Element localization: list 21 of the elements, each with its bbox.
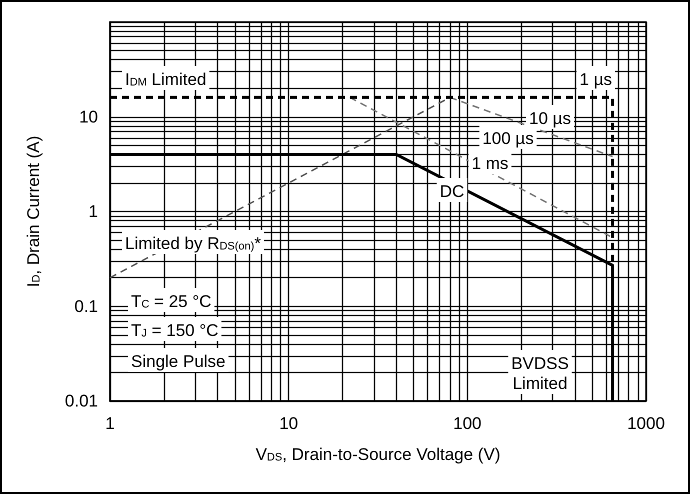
- x-tick-label: 1000: [627, 414, 665, 433]
- annotation: BVDSS Limited: [511, 354, 569, 393]
- annotation: 100 µs: [482, 129, 534, 148]
- x-tick-label: 100: [453, 414, 482, 433]
- annotation: 1 µs: [580, 70, 612, 89]
- annotation: IDM Limited: [125, 70, 206, 89]
- y-tick-label: 10: [79, 107, 98, 126]
- x-tick-label: 1: [105, 414, 115, 433]
- annotation: TJ = 150 °C: [131, 321, 218, 340]
- y-axis-title: ID, Drain Current (A): [24, 136, 43, 288]
- y-tick-label: 0.01: [64, 392, 98, 410]
- annotation: 1 ms: [472, 154, 508, 173]
- annotation: TC = 25 °C: [131, 292, 212, 311]
- y-tick-label: 1: [88, 202, 98, 221]
- x-tick-label: 10: [279, 414, 298, 433]
- annotation: DC: [440, 182, 464, 201]
- y-tick-label: 0.1: [74, 296, 98, 316]
- annotation: 10 µs: [529, 109, 571, 128]
- x-axis-title: VDS, Drain-to-Source Voltage (V): [256, 445, 500, 464]
- annotation: Single Pulse: [131, 352, 226, 371]
- annotation: Limited by RDS(on)*: [125, 234, 262, 253]
